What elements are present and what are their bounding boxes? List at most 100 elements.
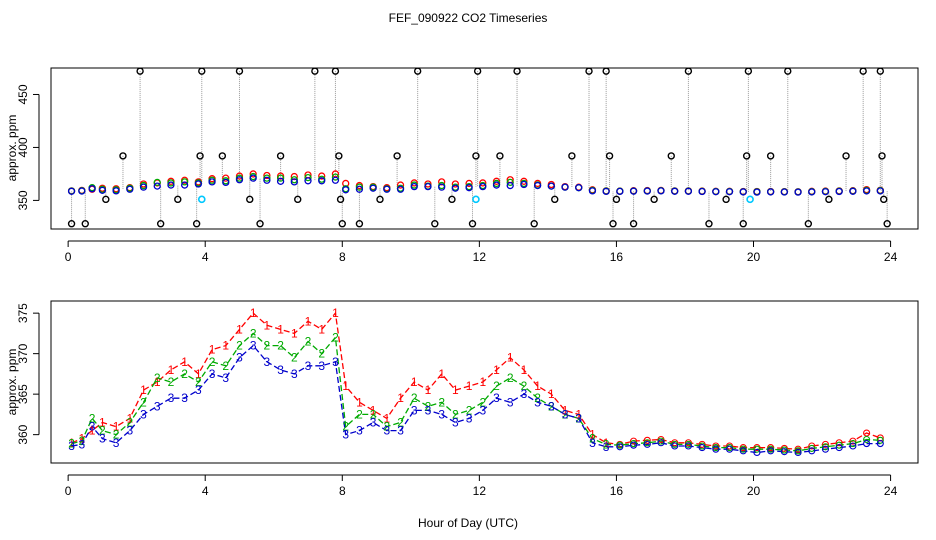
top-series-2-point: [506, 178, 514, 187]
outlier-point: [196, 152, 204, 160]
outlier-point: [530, 220, 538, 228]
outlier-point: [612, 195, 621, 204]
bottom-series-1-label: 1: [318, 322, 325, 336]
bottom-series-3-marker: [671, 442, 679, 450]
outlier-point: [568, 152, 576, 160]
top-series-1-point: [479, 179, 487, 187]
top-series-1-point: [276, 172, 285, 180]
top-series-2-point: [276, 174, 285, 182]
top-x-tick-label: 8: [339, 250, 346, 264]
outlier-point: [218, 152, 227, 160]
top-series-3-point: [369, 184, 377, 192]
outlier-point: [739, 220, 747, 228]
top-x-tick-label: 0: [65, 250, 72, 264]
bottom-series-3-label: 3: [168, 391, 175, 405]
bottom-series-1-label: 1: [277, 322, 284, 336]
bottom-series-3-label: 3: [113, 436, 120, 450]
top-series-3-point: [588, 187, 597, 195]
bottom-series-3-marker: [725, 445, 734, 453]
bottom-series-3-label: 3: [277, 363, 284, 377]
top-series-3-point: [451, 184, 460, 192]
bottom-series-3-label: 3: [181, 391, 188, 405]
top-series-3-point: [67, 187, 76, 195]
outlier-point: [650, 195, 658, 204]
bottom-series-1-line: [71, 311, 881, 450]
bottom-series-1-label: 1: [140, 383, 147, 397]
outlier-point: [842, 152, 850, 160]
bottom-series-3-marker: [616, 443, 624, 451]
bottom-series-3-label: 3: [264, 355, 271, 369]
top-series-2-point: [355, 183, 364, 191]
bottom-series-2-marker: [835, 441, 843, 449]
bottom-series-2-label: 2: [168, 375, 175, 389]
outlier-point: [880, 195, 888, 204]
outlier-point: [338, 220, 346, 228]
top-series-3-point: [304, 177, 312, 185]
top-series-3-point: [249, 174, 257, 182]
outlier-point: [585, 67, 593, 75]
top-series-3-point: [876, 187, 884, 195]
outlier-point: [602, 67, 610, 75]
bottom-series-3-marker: [753, 448, 761, 457]
bottom-series-2-label: 2: [318, 347, 325, 361]
top-series-1-point: [235, 172, 244, 180]
bottom-series-3-label: 3: [209, 367, 216, 381]
outlier-point: [431, 220, 439, 228]
top-series-3-point: [290, 178, 298, 186]
top-flagged-markers: [197, 195, 754, 204]
bottom-series-3-marker: [684, 442, 692, 450]
top-series-1-point: [424, 180, 432, 188]
top-series-3-point: [153, 182, 161, 190]
bottom-series-1-label: 1: [264, 318, 271, 332]
bottom-series-2-marker: [821, 443, 830, 451]
top-series-1-point: [222, 174, 230, 182]
bottom-series-3-label: 3: [548, 399, 555, 413]
bottom-series-2-label: 2: [250, 326, 257, 340]
top-series-2-point: [180, 178, 189, 186]
top-y-tick-label: 450: [16, 84, 30, 104]
bottom-series-1-label: 1: [99, 416, 106, 430]
top-series-3-point: [98, 186, 107, 194]
bottom-series-3-marker: [780, 448, 788, 456]
bottom-series-1-label: 1: [589, 428, 596, 442]
bottom-x-tick-label: 8: [339, 484, 346, 498]
bottom-series-3-label: 3: [397, 424, 404, 438]
bottom-x-axis: 0 4 8 12 16 20 24: [65, 474, 898, 498]
outlier-point: [876, 67, 885, 75]
top-series-3-point: [78, 187, 86, 195]
top-series-markers: [67, 170, 884, 196]
bottom-series-1-label: 1: [397, 391, 404, 405]
bottom-series-3-label: 3: [356, 424, 363, 438]
bottom-series-1-label: 1: [411, 375, 418, 389]
top-y-tick-label: 350: [16, 190, 30, 210]
outlier-point: [684, 67, 693, 75]
outlier-point: [448, 195, 456, 204]
top-series-3-point: [753, 188, 761, 196]
bottom-series-1-label: 1: [507, 351, 514, 365]
top-series-3-point: [643, 187, 651, 195]
bottom-series-2-label: 2: [534, 391, 541, 405]
top-series-3-point: [492, 181, 501, 189]
bottom-series-1-label: 1: [356, 395, 363, 409]
outlier-point: [335, 152, 343, 160]
bottom-series-2-label: 2: [507, 371, 514, 385]
top-series-3-point: [410, 182, 418, 191]
bottom-series-3-label: 3: [318, 359, 325, 373]
bottom-series-1-label: 1: [479, 375, 486, 389]
bottom-series-2-label: 2: [521, 379, 528, 393]
bottom-series-3-label: 3: [370, 416, 377, 430]
bottom-series-2-label: 2: [264, 339, 271, 353]
outlier-point: [551, 195, 559, 204]
outlier-point: [766, 152, 775, 160]
outlier-point: [744, 67, 753, 75]
top-series-3-point: [821, 188, 830, 196]
bottom-series-2-label: 2: [493, 379, 500, 393]
flagged-point: [746, 195, 754, 204]
top-series-3-point: [396, 185, 405, 193]
outlier-point: [119, 152, 127, 160]
bottom-series-2-label: 2: [113, 428, 120, 442]
bottom-series-3-marker: [808, 447, 816, 455]
